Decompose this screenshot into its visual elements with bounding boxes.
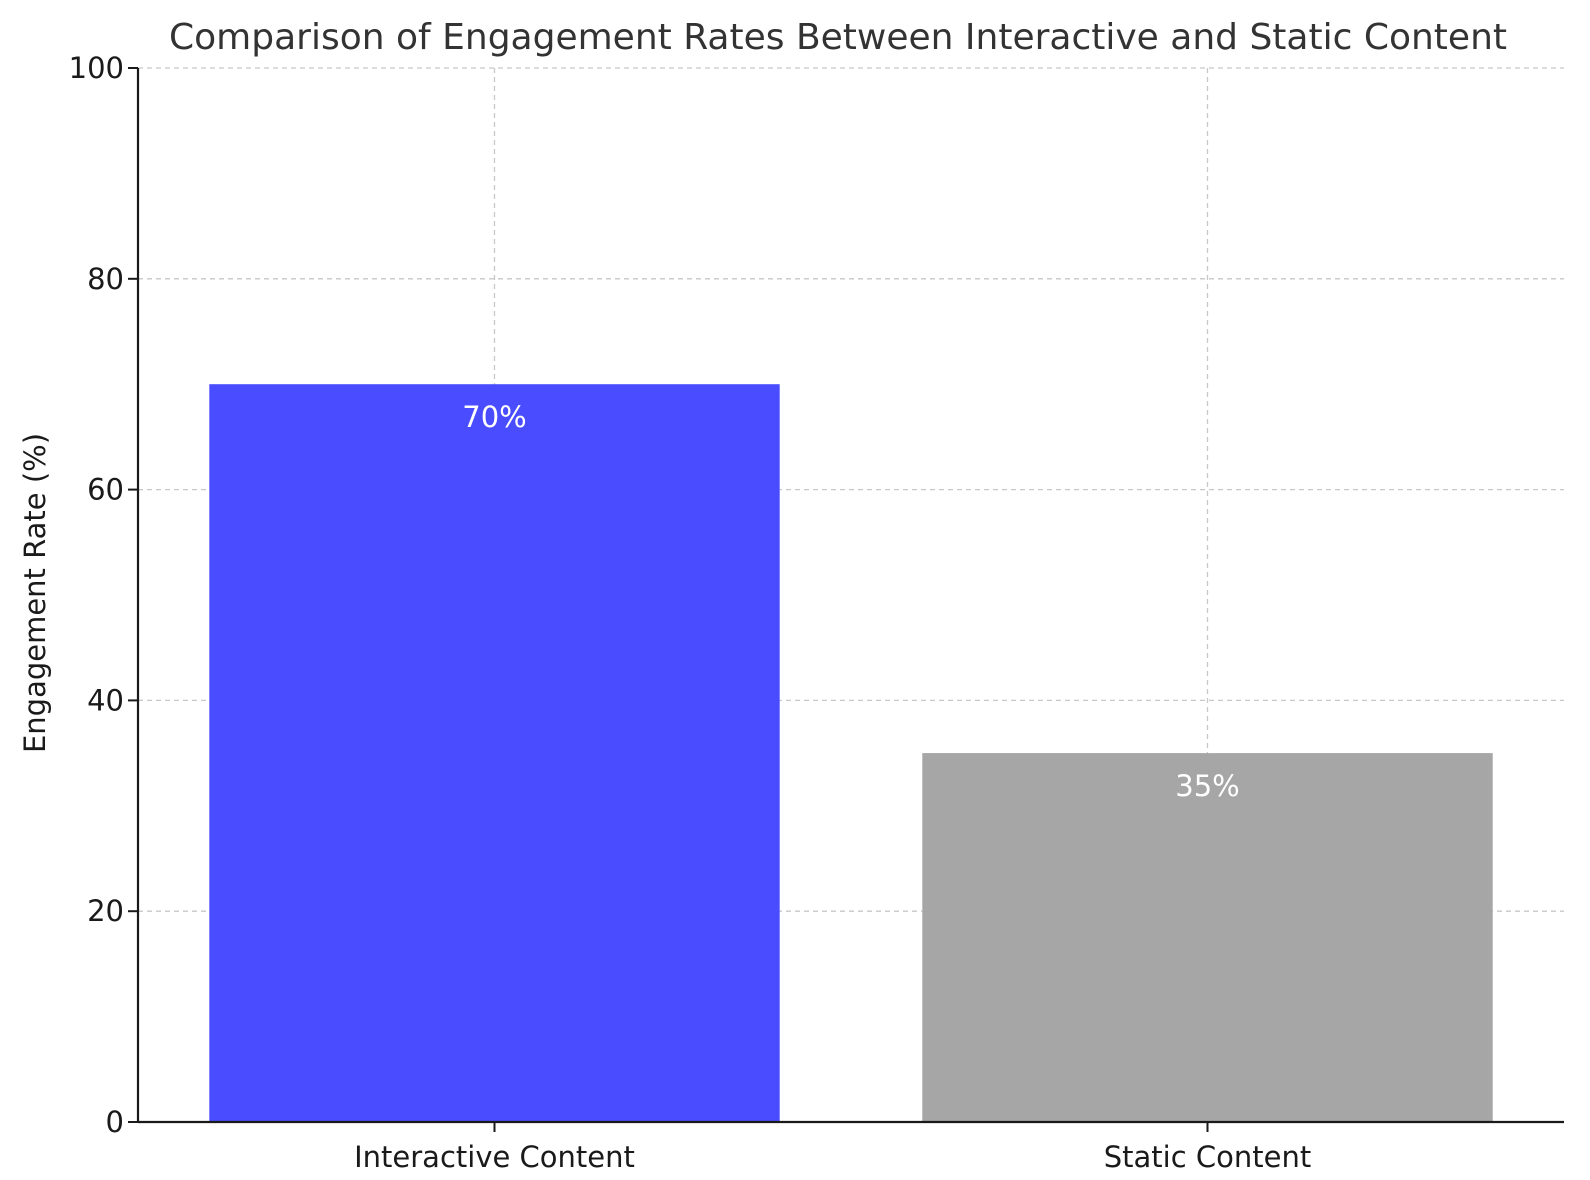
- data-label-0: 70%: [462, 400, 526, 434]
- bar-0: [209, 384, 780, 1122]
- data-label-1: 35%: [1175, 769, 1239, 803]
- bar-1: [922, 753, 1493, 1122]
- x-tick-label-0: Interactive Content: [354, 1140, 635, 1174]
- y-tick-label-1: 20: [87, 894, 124, 928]
- y-tick-label-5: 100: [69, 51, 124, 85]
- data-labels: 70% 35%: [462, 400, 1239, 803]
- bars: [209, 384, 1493, 1122]
- y-axis-label: Engagement Rate (%): [18, 433, 52, 753]
- y-tick-label-2: 40: [87, 683, 124, 717]
- y-tick-label-3: 60: [87, 473, 124, 507]
- axes: 0 20 40 60 80 100 Interactive Content Static Co…: [69, 51, 1564, 1174]
- chart-title: Comparison of Engagement Rates Between I…: [169, 17, 1507, 58]
- y-tick-label-4: 80: [87, 262, 124, 296]
- y-tick-label-0: 0: [106, 1105, 124, 1139]
- x-tick-label-1: Static Content: [1104, 1140, 1311, 1174]
